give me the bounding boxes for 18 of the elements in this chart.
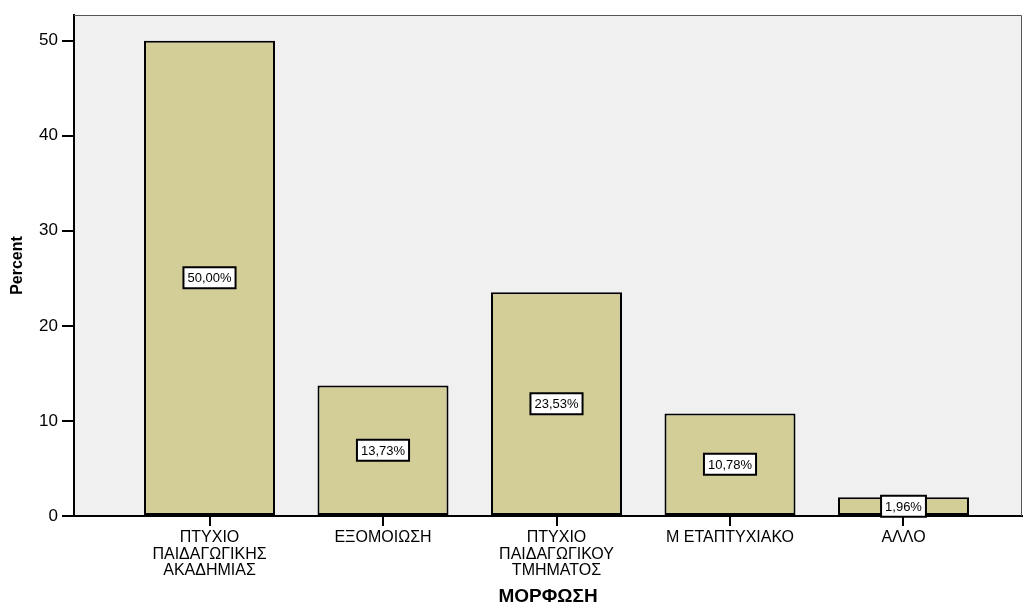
y-axis-title: Percent xyxy=(8,235,26,295)
x-tick-label: Μ ΕΤΑΠΤΥΧΙΑΚΟ xyxy=(665,527,795,545)
data-label: 1,96% xyxy=(885,498,923,514)
x-tick-label: ΑΛΛΟ xyxy=(881,527,926,545)
x-tick-label: ΠΤΥΧΙΟ ΠΑΙΔΑΓΩΓΙΚΗΣ ΑΚΑΔΗΜΙΑΣ xyxy=(152,527,267,579)
data-label: 10,78% xyxy=(707,456,753,472)
data-label: 23,53% xyxy=(534,396,579,412)
y-tick-label: 10 xyxy=(39,410,58,430)
data-label: 50,00% xyxy=(187,270,232,286)
y-tick-label: 50 xyxy=(39,30,58,50)
y-tick-label: 40 xyxy=(39,125,58,145)
data-label: 13,73% xyxy=(360,442,406,458)
x-axis-title: ΜΟΡΦΩΣΗ xyxy=(498,584,598,606)
y-tick-label: 0 xyxy=(48,505,58,525)
y-tick-label: 30 xyxy=(39,220,58,240)
y-tick-label: 20 xyxy=(39,315,58,335)
x-tick-label: ΠΤΥΧΙΟ ΠΑΙΔΑΓΩΓΙΚΟΥ ΤΜΗΜΑΤΟΣ xyxy=(499,527,615,579)
x-tick-label: ΕΞΟΜΟΙΩΣΗ xyxy=(334,527,432,545)
